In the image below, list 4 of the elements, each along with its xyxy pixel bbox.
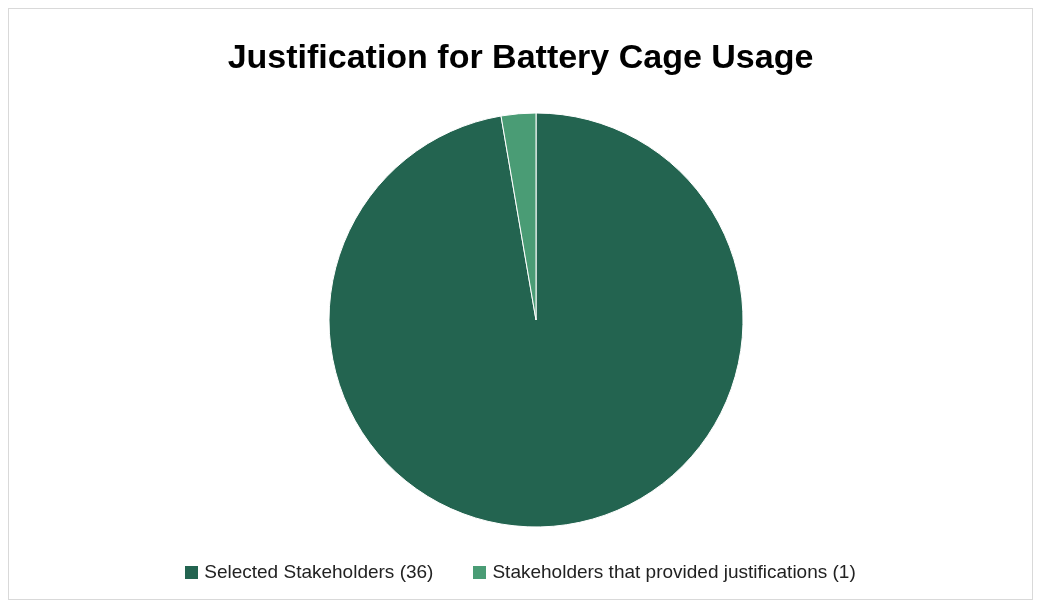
legend-label: Stakeholders that provided justifications (1) (492, 561, 856, 583)
pie-slice (328, 112, 744, 528)
legend-label: Selected Stakeholders (36) (204, 561, 434, 583)
chart-title: Justification for Battery Cage Usage (226, 37, 815, 76)
